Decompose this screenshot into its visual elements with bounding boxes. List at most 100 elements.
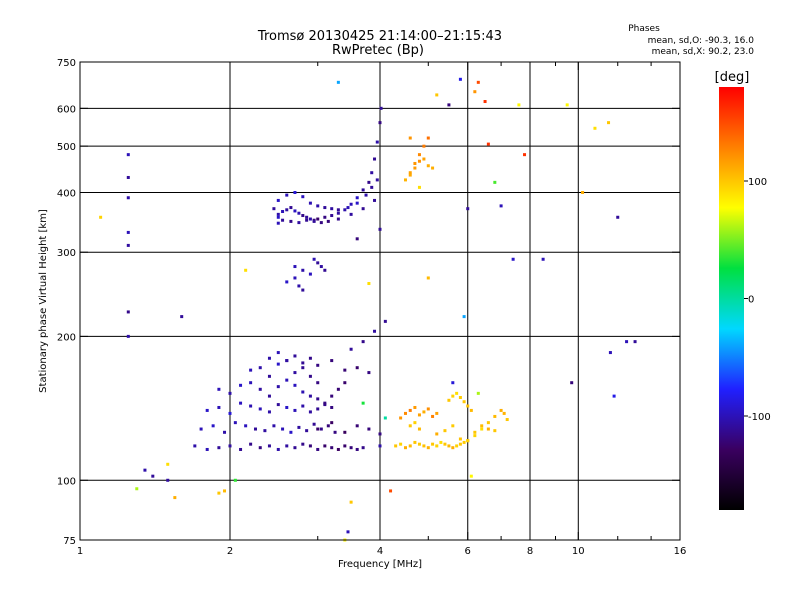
data-point xyxy=(135,487,139,491)
data-point xyxy=(308,410,312,414)
data-point xyxy=(451,394,455,398)
data-point xyxy=(289,430,293,434)
data-point xyxy=(330,421,334,425)
data-point xyxy=(193,444,197,448)
data-point xyxy=(330,207,334,211)
data-point xyxy=(373,198,377,202)
data-point xyxy=(301,366,305,370)
data-point xyxy=(276,447,280,451)
data-point xyxy=(316,261,320,265)
data-point xyxy=(276,362,280,366)
y-tick-label: 500 xyxy=(57,142,76,153)
data-point xyxy=(285,280,289,284)
data-point xyxy=(301,361,305,365)
data-point xyxy=(336,217,340,221)
data-point xyxy=(370,171,374,175)
data-point xyxy=(399,442,403,446)
data-point xyxy=(403,178,407,182)
data-point xyxy=(305,218,309,222)
data-point xyxy=(378,444,382,448)
data-point xyxy=(289,206,293,210)
data-point xyxy=(378,432,382,436)
phase-note-heading: Phases xyxy=(628,24,660,34)
data-point xyxy=(272,207,276,211)
data-point xyxy=(426,164,430,168)
data-point xyxy=(316,407,320,411)
data-point xyxy=(367,282,371,286)
data-point xyxy=(285,359,289,363)
data-point xyxy=(364,193,368,197)
data-point xyxy=(217,405,221,409)
data-point xyxy=(126,230,130,234)
data-point xyxy=(293,265,297,269)
data-point xyxy=(316,363,320,367)
data-point xyxy=(281,427,285,431)
data-point xyxy=(293,354,297,358)
data-point xyxy=(458,442,462,446)
data-point xyxy=(469,408,473,412)
data-point xyxy=(316,447,320,451)
data-point xyxy=(253,427,257,431)
data-point xyxy=(297,284,301,288)
data-point xyxy=(249,442,253,446)
data-point xyxy=(336,208,340,212)
data-point xyxy=(228,391,232,395)
data-point xyxy=(493,429,497,433)
data-point xyxy=(447,103,451,107)
data-point xyxy=(361,446,365,450)
data-point xyxy=(413,421,417,425)
data-point xyxy=(361,188,365,192)
data-point xyxy=(180,315,184,319)
data-point xyxy=(173,496,177,500)
data-point xyxy=(355,201,359,205)
data-point xyxy=(126,175,130,179)
data-point xyxy=(422,157,426,161)
data-point xyxy=(565,103,569,107)
x-tick-label: 1 xyxy=(77,546,83,557)
data-point xyxy=(126,334,130,338)
data-point xyxy=(349,446,353,450)
colorbar-tick-label: -100 xyxy=(748,412,771,423)
data-point xyxy=(301,268,305,272)
data-point xyxy=(633,340,637,344)
data-point xyxy=(217,446,221,450)
data-point xyxy=(293,190,297,194)
data-point xyxy=(258,446,262,450)
data-point xyxy=(239,383,243,387)
data-point xyxy=(143,468,147,472)
data-point xyxy=(431,166,435,170)
data-point xyxy=(276,198,280,202)
data-point xyxy=(316,204,320,208)
data-point xyxy=(267,410,271,414)
data-point xyxy=(413,405,417,409)
data-point xyxy=(308,272,312,276)
data-point xyxy=(570,381,574,385)
data-point xyxy=(301,442,305,446)
data-point xyxy=(389,489,393,493)
data-point xyxy=(480,427,484,431)
data-point xyxy=(612,394,616,398)
data-point xyxy=(505,418,509,422)
data-point xyxy=(285,444,289,448)
x-tick-label: 8 xyxy=(527,546,533,557)
data-point xyxy=(541,257,545,261)
data-point xyxy=(383,416,387,420)
data-point xyxy=(346,530,350,534)
data-point xyxy=(293,383,297,387)
data-point xyxy=(462,440,466,444)
data-point xyxy=(422,444,426,448)
data-point xyxy=(625,340,629,344)
data-point xyxy=(349,212,353,216)
data-point xyxy=(99,215,103,219)
data-point xyxy=(435,444,439,448)
data-point xyxy=(301,195,305,199)
data-point xyxy=(267,374,271,378)
data-point xyxy=(305,215,309,219)
data-point xyxy=(451,446,455,450)
data-point xyxy=(319,265,323,269)
data-point xyxy=(312,422,316,426)
data-point xyxy=(349,347,353,351)
data-point xyxy=(451,424,455,428)
data-point xyxy=(523,153,527,157)
